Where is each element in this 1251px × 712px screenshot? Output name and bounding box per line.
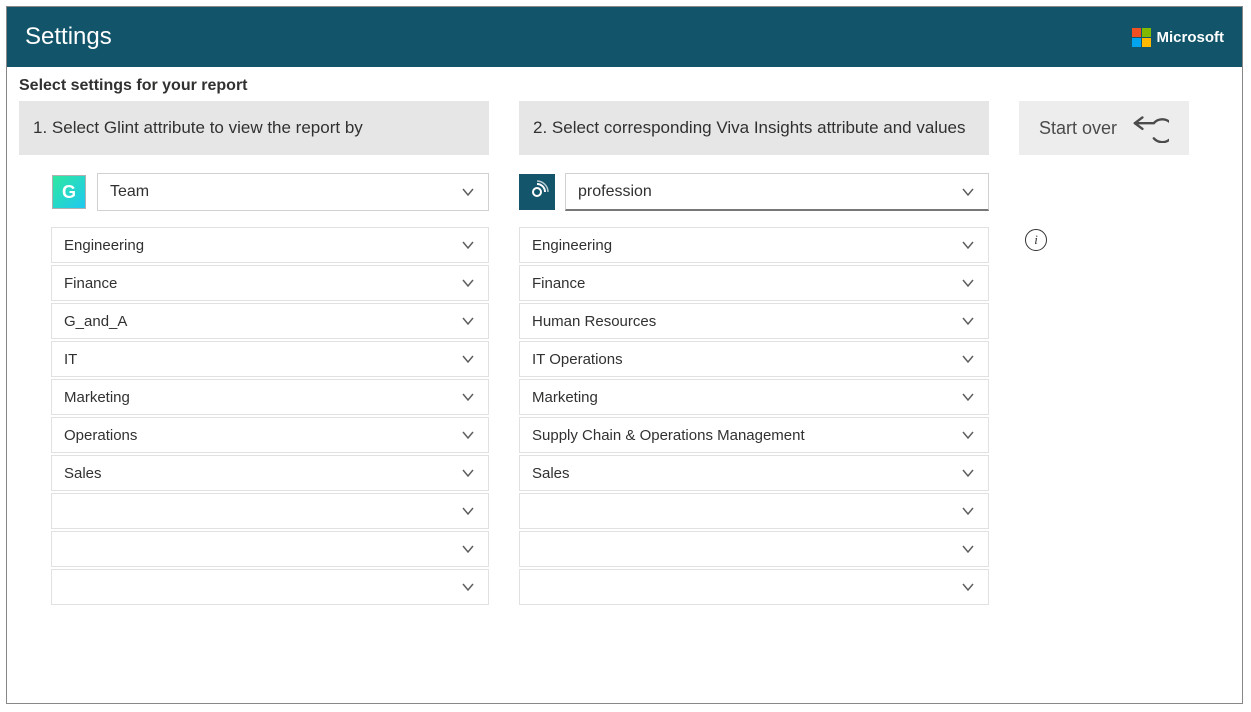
glint-value-item-dropdown[interactable]: G_and_A xyxy=(51,303,489,339)
chevron-down-icon xyxy=(960,184,976,200)
viva-value-item-dropdown[interactable] xyxy=(519,493,989,529)
chevron-down-icon xyxy=(960,237,976,253)
logo-tile xyxy=(1132,38,1141,47)
logo-tile xyxy=(1142,38,1151,47)
chevron-down-icon xyxy=(460,313,476,329)
viva-value-item-dropdown[interactable]: IT Operations xyxy=(519,341,989,377)
start-over-button[interactable]: Start over xyxy=(1019,101,1189,155)
settings-panel: Settings Microsoft Select settings for y… xyxy=(6,6,1243,704)
info-icon[interactable]: i xyxy=(1025,229,1047,251)
chevron-down-icon xyxy=(960,351,976,367)
glint-values-list: Engineering Finance G_and_A IT Marketing Oper… xyxy=(51,227,489,605)
viva-values-list: Engineering Finance Human Resources IT Oper… xyxy=(519,227,989,605)
viva-value-item-label: Marketing xyxy=(532,389,598,406)
header-bar: Settings Microsoft xyxy=(7,7,1242,67)
viva-value-item-label: Human Resources xyxy=(532,313,656,330)
chevron-down-icon xyxy=(960,541,976,557)
logo-tile xyxy=(1142,28,1151,37)
chevron-down-icon xyxy=(460,503,476,519)
chevron-down-icon xyxy=(960,465,976,481)
chevron-down-icon xyxy=(460,541,476,557)
subheader: Select settings for your report xyxy=(7,67,1242,101)
glint-value-item-dropdown[interactable] xyxy=(51,493,489,529)
left-column: 1. Select Glint attribute to view the re… xyxy=(19,101,489,605)
glint-value-item-dropdown[interactable]: Operations xyxy=(51,417,489,453)
glint-value-item-dropdown[interactable] xyxy=(51,569,489,605)
viva-value-item-dropdown[interactable]: Human Resources xyxy=(519,303,989,339)
glint-value-item-dropdown[interactable]: IT xyxy=(51,341,489,377)
glint-value-item-dropdown[interactable]: Sales xyxy=(51,455,489,491)
columns: 1. Select Glint attribute to view the re… xyxy=(7,101,1242,605)
glint-attribute-row: G Team xyxy=(51,173,489,211)
viva-value-item-dropdown[interactable] xyxy=(519,569,989,605)
glint-value-item-label: Marketing xyxy=(64,389,130,406)
viva-value-item-label: Sales xyxy=(532,465,570,482)
side-column: Start over i xyxy=(1019,101,1189,251)
glint-value-item-label: Finance xyxy=(64,275,117,292)
glint-icon: G xyxy=(51,174,87,210)
viva-attribute-row: profession xyxy=(519,173,989,211)
viva-value-item-label: Supply Chain & Operations Management xyxy=(532,427,805,444)
viva-value-item-dropdown[interactable]: Sales xyxy=(519,455,989,491)
logo-tile xyxy=(1132,28,1141,37)
chevron-down-icon xyxy=(460,389,476,405)
chevron-down-icon xyxy=(460,351,476,367)
chevron-down-icon xyxy=(460,237,476,253)
glint-value-item-label: IT xyxy=(64,351,77,368)
chevron-down-icon xyxy=(960,389,976,405)
microsoft-logo-text: Microsoft xyxy=(1157,29,1225,46)
glint-attribute-dropdown[interactable]: Team xyxy=(97,173,489,211)
step-1-label: 1. Select Glint attribute to view the re… xyxy=(19,101,489,155)
viva-value-item-dropdown[interactable]: Finance xyxy=(519,265,989,301)
chevron-down-icon xyxy=(960,313,976,329)
step-2-label: 2. Select corresponding Viva Insights at… xyxy=(519,101,989,155)
viva-attribute-dropdown[interactable]: profession xyxy=(565,173,989,211)
viva-value-item-dropdown[interactable]: Marketing xyxy=(519,379,989,415)
viva-value-item-label: Finance xyxy=(532,275,585,292)
page-title: Settings xyxy=(25,23,112,51)
viva-insights-icon xyxy=(519,174,555,210)
glint-attribute-value: Team xyxy=(110,183,149,201)
glint-value-item-dropdown[interactable]: Finance xyxy=(51,265,489,301)
glint-value-item-label: Operations xyxy=(64,427,137,444)
chevron-down-icon xyxy=(460,184,476,200)
right-column: 2. Select corresponding Viva Insights at… xyxy=(519,101,989,605)
viva-value-item-dropdown[interactable] xyxy=(519,531,989,567)
glint-value-item-dropdown[interactable]: Engineering xyxy=(51,227,489,263)
chevron-down-icon xyxy=(960,579,976,595)
viva-value-item-dropdown[interactable]: Engineering xyxy=(519,227,989,263)
start-over-label: Start over xyxy=(1039,118,1117,139)
chevron-down-icon xyxy=(460,427,476,443)
chevron-down-icon xyxy=(460,275,476,291)
viva-value-item-label: IT Operations xyxy=(532,351,623,368)
microsoft-logo-tiles xyxy=(1132,28,1151,47)
glint-value-item-label: G_and_A xyxy=(64,313,127,330)
glint-value-item-dropdown[interactable]: Marketing xyxy=(51,379,489,415)
glint-value-item-label: Sales xyxy=(64,465,102,482)
chevron-down-icon xyxy=(460,579,476,595)
viva-value-item-label: Engineering xyxy=(532,237,612,254)
undo-arrow-icon xyxy=(1131,109,1169,148)
glint-value-item-dropdown[interactable] xyxy=(51,531,489,567)
microsoft-logo: Microsoft xyxy=(1132,28,1225,47)
chevron-down-icon xyxy=(960,427,976,443)
chevron-down-icon xyxy=(460,465,476,481)
chevron-down-icon xyxy=(960,503,976,519)
chevron-down-icon xyxy=(960,275,976,291)
viva-value-item-dropdown[interactable]: Supply Chain & Operations Management xyxy=(519,417,989,453)
viva-attribute-value: profession xyxy=(578,183,652,201)
glint-value-item-label: Engineering xyxy=(64,237,144,254)
